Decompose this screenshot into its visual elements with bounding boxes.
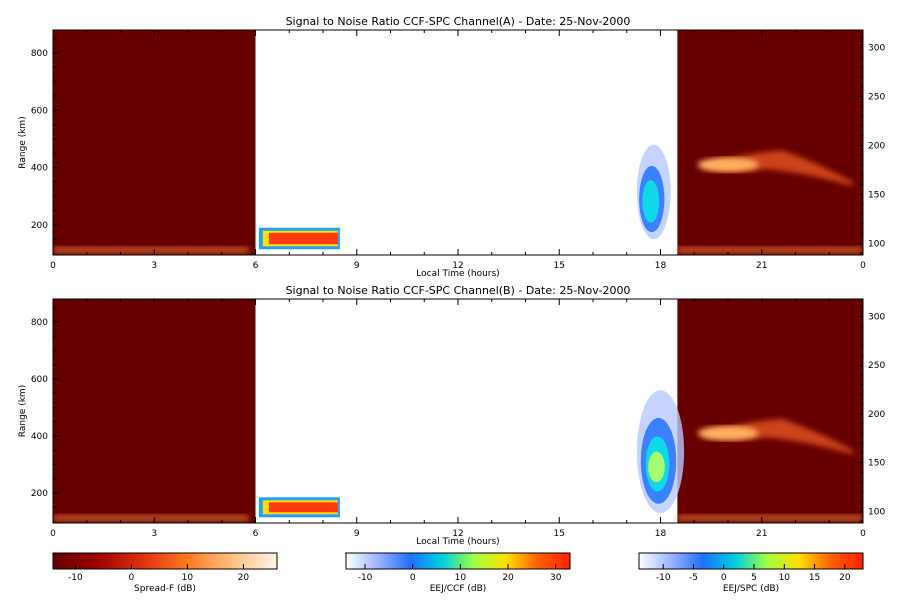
x-tick-label: 0 [50,261,56,271]
y-tick-label: 400 [31,432,48,442]
y-tick-label: 400 [31,164,48,174]
region-spread-f-evening [677,299,863,523]
y-axis: 200 400 600 800 [31,307,59,508]
y-axis-label: Range (km) [18,385,28,437]
colorbar-tick-label: -5 [689,573,698,583]
y2-axis: 100 150 200 250 300 [857,306,885,522]
colorbar-label: EEJ/CCF (dB) [430,584,487,594]
colorbar-tick-label: 5 [751,573,757,583]
colorbar-tick-label: 30 [550,573,562,583]
colorbar-tick-label: 15 [809,573,820,583]
y-tick-label: 800 [31,318,48,328]
y-tick-label: 800 [31,49,48,59]
y2-tick-label: 200 [868,410,885,420]
x-tick-label: 3 [151,529,157,539]
colorbar-tick-label: 20 [502,573,514,583]
colorbar-tick-label: 0 [129,573,135,583]
colorbar-label: EEJ/SPC (dB) [723,584,779,594]
region-eej-spc-core [642,180,660,223]
y2-axis: 100 150 200 250 300 [857,37,885,254]
x-tick-label: 18 [655,529,667,539]
x-tick-label: 12 [452,261,463,271]
x-axis: 0 3 6 9 12 15 18 21 0 [50,299,866,539]
y2-tick-label: 300 [868,44,885,54]
colorbar-tick-label: -10 [656,573,671,583]
region-spread-f-plume-core [697,425,759,441]
region-eej-ccf-core [268,502,338,513]
x-tick-label: 21 [756,261,767,271]
snr-panel-a: 0 3 6 9 12 15 18 21 0 Local Time (hours) 200 400 600… [18,15,885,279]
colorbar-tick-label: 0 [410,573,416,583]
y-tick-label: 200 [31,489,48,499]
colorbar-tick-label: 10 [455,573,467,583]
colorbar-tick-label: 10 [779,573,791,583]
panel-title: Signal to Noise Ratio CCF-SPC Channel(A)… [286,15,631,28]
x-axis-label: Local Time (hours) [416,269,499,279]
snr-panel-b: 0 3 6 9 12 15 18 21 0 Local Time (hours) 200 400 600… [18,284,885,547]
x-tick-label: 0 [860,261,866,271]
x-tick-label: 9 [354,529,360,539]
colorbar-label: Spread-F (dB) [134,584,196,594]
panel-title: Signal to Noise Ratio CCF-SPC Channel(B)… [286,284,631,297]
x-tick-label: 15 [554,529,565,539]
region-spread-f-plume-core [697,157,759,172]
colorbar-tick-label: 20 [238,573,250,583]
colorbar-2: -10 0 10 20 30 EEJ/CCF (dB) [345,552,571,594]
colorbar-tick-label: -10 [358,573,373,583]
colorbar-gradient [52,552,278,570]
y2-tick-label: 100 [868,239,885,249]
x-tick-label: 12 [452,529,463,539]
colorbar-tick-label: -10 [68,573,83,583]
x-tick-label: 18 [655,261,667,271]
x-tick-label: 9 [354,261,360,271]
x-tick-label: 3 [151,261,157,271]
y-tick-label: 600 [31,106,48,116]
region-spread-f-bottom-band [53,246,249,254]
x-axis: 0 3 6 9 12 15 18 21 0 [50,30,866,271]
region-spread-f-bottom-band [677,514,863,522]
colorbar-1: -10 0 10 20 Spread-F (dB) [52,552,278,594]
x-tick-label: 6 [253,261,259,271]
region-spread-f-bottom-band [677,246,863,254]
y2-tick-label: 300 [868,313,885,323]
x-tick-label: 15 [554,261,565,271]
region-spread-f-evening [677,30,863,255]
colorbar-tick-label: 20 [839,573,851,583]
colorbar-gradient [638,552,864,570]
colorbar-tick-label: 10 [182,573,194,583]
y2-tick-label: 250 [868,361,885,371]
x-tick-label: 6 [253,529,259,539]
heatmap-area [53,30,863,255]
y2-tick-label: 200 [868,141,885,151]
y-tick-label: 200 [31,221,48,231]
y-tick-label: 600 [31,375,48,385]
region-spread-f-night [53,299,256,523]
x-axis-label: Local Time (hours) [416,537,499,547]
y2-tick-label: 250 [868,93,885,103]
y2-tick-label: 150 [868,459,885,469]
colorbar-tick-label: 0 [721,573,727,583]
y2-tick-label: 100 [868,507,885,517]
x-tick-label: 21 [756,529,767,539]
x-tick-label: 0 [50,529,56,539]
x-tick-label: 0 [860,529,866,539]
region-spread-f-bottom-band [53,514,249,522]
heatmap-area [53,299,863,523]
colorbar-3: -10 -5 0 5 10 15 20 EEJ/SPC (dB) [638,552,864,594]
colorbar-gradient [345,552,571,570]
y2-tick-label: 150 [868,190,885,200]
region-eej-ccf-core [268,232,338,245]
region-spread-f-night [53,30,256,255]
region-eej-spc-peak [648,451,665,483]
y-axis-label: Range (km) [18,116,28,168]
y-axis: 200 400 600 800 [31,38,59,240]
